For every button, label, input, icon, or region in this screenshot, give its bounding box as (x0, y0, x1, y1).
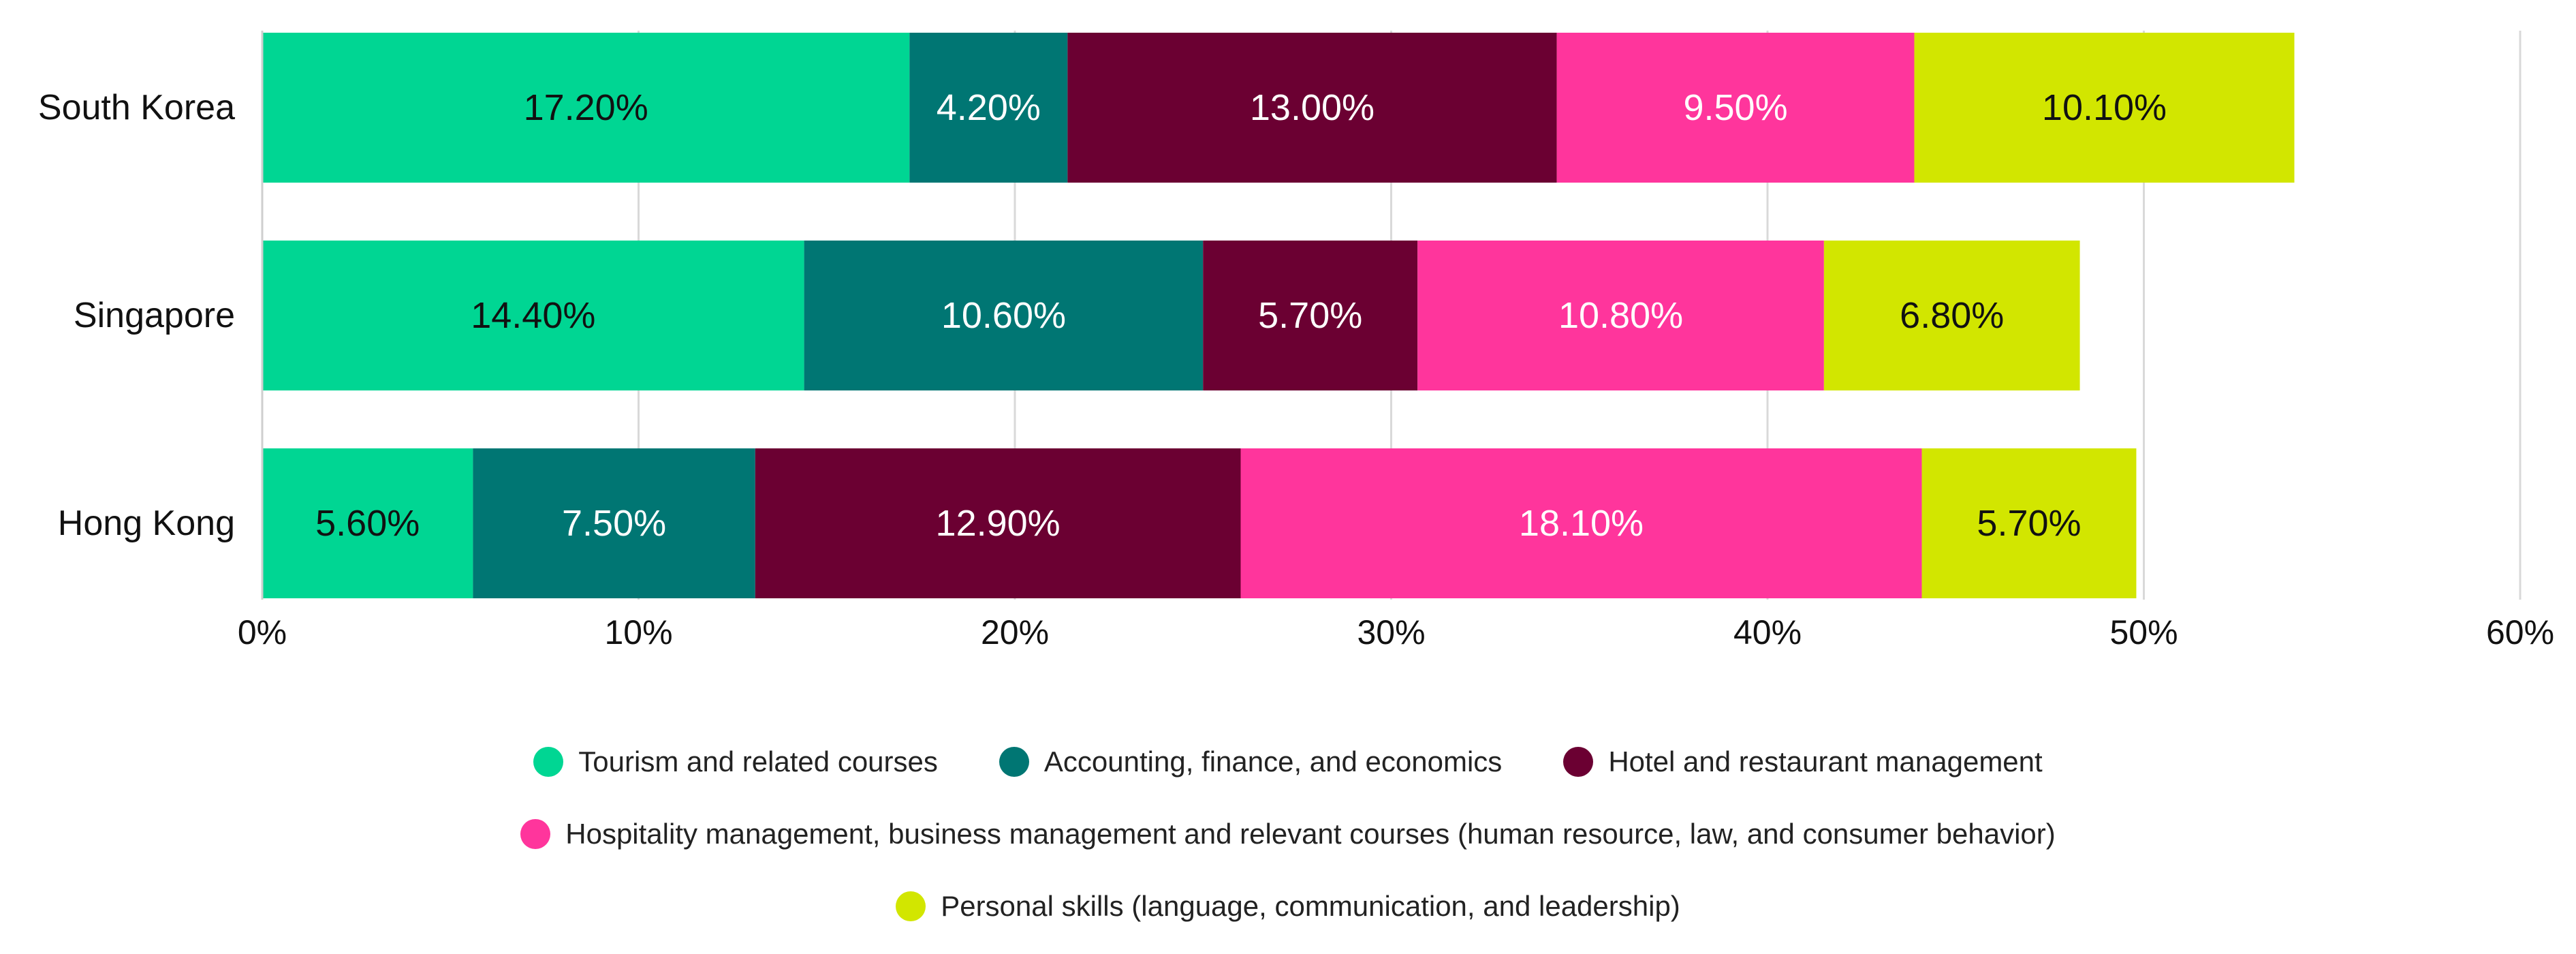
bar-segment (755, 448, 1241, 598)
data-label: 13.00% (1250, 87, 1375, 128)
data-label: 10.80% (1558, 295, 1683, 336)
data-label: 7.50% (562, 503, 666, 544)
category-label: South Korea (38, 88, 235, 127)
legend-item: Personal skills (language, communication… (896, 890, 1680, 923)
x-tick-label: 0% (238, 613, 287, 651)
bars (262, 33, 2295, 598)
stacked-bar-chart: 17.20% 4.20% 13.00% 9.50% 10.10% 14.40% 10.60%… (38, 31, 2554, 651)
legend-row-3: Personal skills (language, communication… (0, 870, 2576, 942)
legend-swatch (533, 747, 564, 777)
legend: Tourism and related courses Accounting, … (0, 726, 2576, 942)
legend-swatch (896, 891, 926, 921)
bar-segment (1240, 448, 1922, 598)
data-label: 6.80% (1900, 295, 2004, 336)
category-label: Singapore (74, 296, 235, 335)
data-label: 5.70% (1258, 295, 1362, 336)
legend-label: Tourism and related courses (578, 745, 938, 778)
x-tick-label: 60% (2486, 613, 2554, 651)
bar-segment (1556, 33, 1915, 183)
legend-item: Hotel and restaurant management (1563, 745, 2043, 778)
data-labels: 17.20% 4.20% 13.00% 9.50% 10.10% 14.40% 10.60%… (315, 87, 2167, 544)
x-tick-label: 30% (1357, 613, 1425, 651)
bar-segment (1921, 448, 2137, 598)
legend-item: Accounting, finance, and economics (999, 745, 1502, 778)
bar-segment (1823, 241, 2080, 390)
bar-segment (909, 33, 1068, 183)
x-tick-label: 20% (981, 613, 1049, 651)
legend-item: Tourism and related courses (533, 745, 938, 778)
data-label: 5.60% (315, 503, 420, 544)
x-tick-label: 40% (1733, 613, 1802, 651)
data-label: 18.10% (1519, 503, 1644, 544)
x-tick-label: 50% (2109, 613, 2178, 651)
legend-swatch (520, 819, 551, 849)
legend-label: Hotel and restaurant management (1608, 745, 2043, 778)
legend-row-2: Hospitality management, business managem… (0, 798, 2576, 870)
data-label: 12.90% (936, 503, 1061, 544)
bar-segment (473, 448, 755, 598)
legend-label: Accounting, finance, and economics (1043, 745, 1503, 778)
bar-segment (262, 448, 473, 598)
data-label: 10.60% (941, 295, 1066, 336)
bar-segment (1067, 33, 1557, 183)
bar-segment (262, 33, 910, 183)
data-label: 10.10% (2042, 87, 2167, 128)
data-label: 17.20% (524, 87, 648, 128)
x-tick-label: 10% (604, 613, 672, 651)
data-label: 5.70% (1977, 503, 2081, 544)
bar-segment (1203, 241, 1418, 390)
legend-label: Personal skills (language, communication… (941, 890, 1680, 922)
legend-swatch (1563, 747, 1594, 777)
legend-item: Hospitality management, business managem… (520, 818, 2056, 850)
bar-segment (1417, 241, 1824, 390)
legend-row-1: Tourism and related courses Accounting, … (0, 726, 2576, 798)
bar-segment (804, 241, 1204, 390)
axes: 0% 10% 20% 30% 40% 50% 60% South Korea Singapore… (38, 31, 2554, 651)
data-label: 4.20% (937, 87, 1041, 128)
category-label: Hong Kong (58, 504, 235, 543)
bar-segment (1914, 33, 2295, 183)
data-label: 9.50% (1683, 87, 1787, 128)
bar-segment (262, 241, 804, 390)
data-label: 14.40% (471, 295, 595, 336)
legend-label: Hospitality management, business managem… (565, 818, 2056, 850)
legend-swatch (999, 747, 1029, 777)
